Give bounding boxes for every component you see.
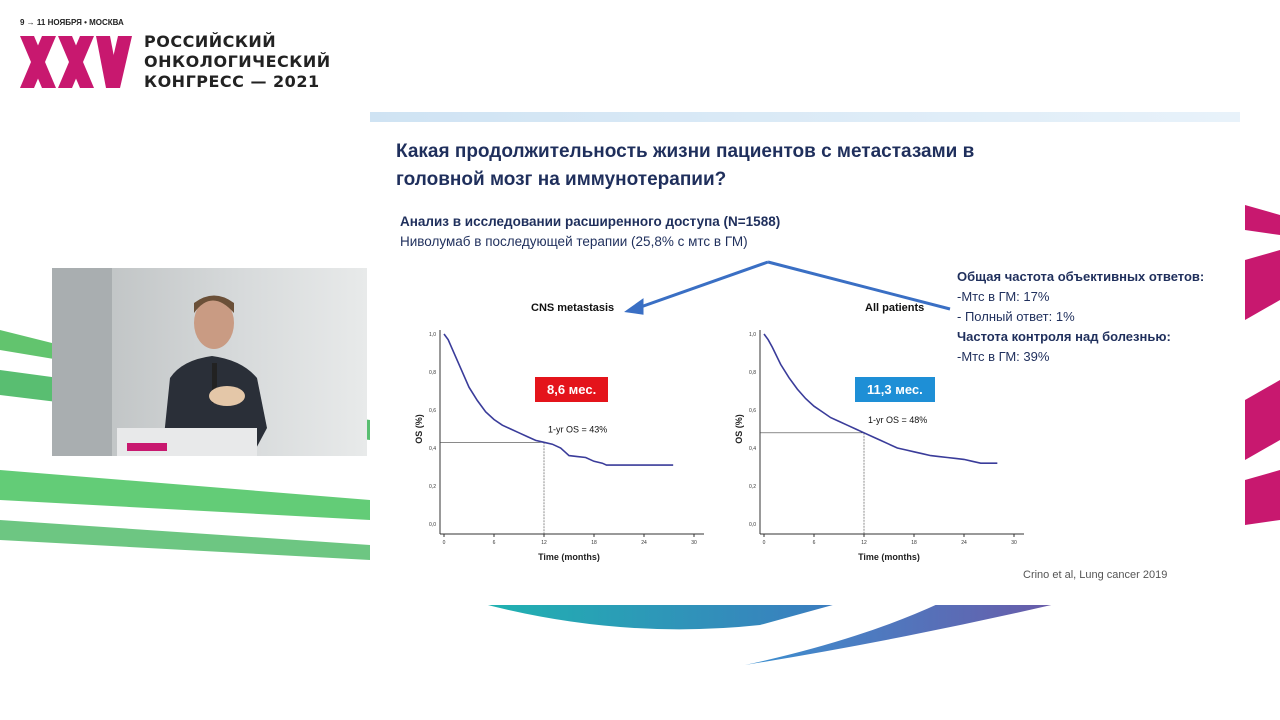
panel-line: -Мтс в ГМ: 17% <box>957 289 1050 304</box>
panel-line: Общая частота объективных ответов: <box>957 269 1205 284</box>
x-tick-label: 6 <box>493 540 496 546</box>
x-tick-label: 12 <box>541 540 547 546</box>
chart1-median-badge: 8,6 мес. <box>535 377 609 402</box>
y-tick-label: 0,2 <box>749 484 756 490</box>
panel-line: Частота контроля над болезнью: <box>957 329 1171 344</box>
y-tick-label: 1,0 <box>429 332 436 338</box>
x-tick-label: 30 <box>691 540 697 546</box>
congress-logo-xxv <box>20 36 132 88</box>
congress-dates: 9 → 11 НОЯБРЯ • МОСКВА <box>20 18 124 27</box>
y-tick-label: 0,0 <box>749 522 756 528</box>
km-chart-cns: 0,0 0,2 0,4 0,6 0,8 1,0 0 6 12 18 24 30 Time (months… <box>414 330 704 562</box>
presentation-slide: Какая продолжительность жизни пациентов … <box>370 112 1240 605</box>
x-tick-label: 12 <box>861 540 867 546</box>
x-tick-label: 24 <box>961 540 967 546</box>
y-tick-label: 0,4 <box>749 446 756 452</box>
response-rates-panel: Общая частота объективных ответов: -Мтс … <box>957 267 1204 367</box>
x-tick-label: 24 <box>641 540 647 546</box>
y-tick-label: 0,0 <box>429 522 436 528</box>
congress-line: РОССИЙСКИЙ <box>144 32 277 51</box>
y-axis-label: OS (%) <box>414 414 424 444</box>
x-axis-label: Time (months) <box>858 552 920 562</box>
x-tick-label: 18 <box>911 540 917 546</box>
x-tick-label: 18 <box>591 540 597 546</box>
slide-subtitle-bold: Анализ в исследовании расширенного досту… <box>400 214 781 229</box>
one-year-os-annotation: 1-yr OS = 43% <box>548 424 607 434</box>
congress-line: КОНГРЕСС — 2021 <box>144 72 320 91</box>
x-tick-label: 0 <box>443 540 446 546</box>
citation: Crino et al, Lung cancer 2019 <box>1023 569 1168 581</box>
one-year-os-annotation: 1-yr OS = 48% <box>868 415 927 425</box>
congress-name: РОССИЙСКИЙ ОНКОЛОГИЧЕСКИЙ КОНГРЕСС — 202… <box>144 32 331 92</box>
y-tick-label: 0,8 <box>429 370 436 376</box>
y-tick-label: 0,6 <box>749 408 756 414</box>
chart1-title: CNS metastasis <box>531 302 615 314</box>
survival-curve <box>443 333 674 466</box>
slide-subtitle: Ниволумаб в последующей терапии (25,8% с… <box>400 234 748 249</box>
x-tick-label: 6 <box>813 540 816 546</box>
speaker-video[interactable] <box>52 268 367 456</box>
panel-line: -Мтс в ГМ: 39% <box>957 349 1050 364</box>
arrows <box>624 260 951 315</box>
y-tick-label: 0,2 <box>429 484 436 490</box>
speaker-figure <box>52 268 267 456</box>
chart2-median-badge: 11,3 мес. <box>855 377 935 402</box>
y-tick-label: 0,8 <box>749 370 756 376</box>
slide-title: Какая продолжительность жизни пациентов … <box>396 141 975 190</box>
y-tick-label: 1,0 <box>749 332 756 338</box>
y-tick-label: 0,4 <box>429 446 436 452</box>
y-tick-label: 0,6 <box>429 408 436 414</box>
survival-curve <box>763 333 998 464</box>
slide-top-bar <box>370 112 1240 122</box>
x-tick-label: 30 <box>1011 540 1017 546</box>
chart2-title: All patients <box>865 302 925 314</box>
km-chart-all: 0,0 0,2 0,4 0,6 0,8 1,0 0 6 12 18 24 30 Time (months… <box>734 330 1024 562</box>
congress-line: ОНКОЛОГИЧЕСКИЙ <box>144 52 331 71</box>
x-axis-label: Time (months) <box>538 552 600 562</box>
panel-line: - Полный ответ: 1% <box>957 309 1075 324</box>
x-tick-label: 0 <box>763 540 766 546</box>
y-axis-label: OS (%) <box>734 414 744 444</box>
